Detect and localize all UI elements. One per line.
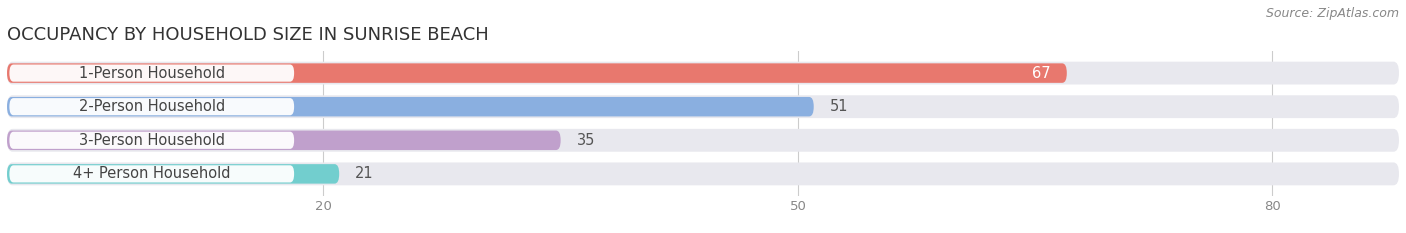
FancyBboxPatch shape — [7, 130, 561, 150]
FancyBboxPatch shape — [7, 164, 339, 184]
Text: 3-Person Household: 3-Person Household — [79, 133, 225, 148]
FancyBboxPatch shape — [7, 97, 814, 116]
FancyBboxPatch shape — [10, 65, 294, 82]
FancyBboxPatch shape — [7, 129, 1399, 152]
FancyBboxPatch shape — [7, 62, 1399, 85]
Text: 21: 21 — [354, 166, 374, 181]
Text: Source: ZipAtlas.com: Source: ZipAtlas.com — [1265, 7, 1399, 20]
FancyBboxPatch shape — [10, 132, 294, 149]
Text: 4+ Person Household: 4+ Person Household — [73, 166, 231, 181]
Text: 1-Person Household: 1-Person Household — [79, 66, 225, 81]
Text: 2-Person Household: 2-Person Household — [79, 99, 225, 114]
FancyBboxPatch shape — [7, 63, 1067, 83]
Text: 67: 67 — [1032, 66, 1052, 81]
FancyBboxPatch shape — [10, 98, 294, 115]
FancyBboxPatch shape — [10, 165, 294, 182]
FancyBboxPatch shape — [7, 95, 1399, 118]
Text: 35: 35 — [576, 133, 595, 148]
Text: OCCUPANCY BY HOUSEHOLD SIZE IN SUNRISE BEACH: OCCUPANCY BY HOUSEHOLD SIZE IN SUNRISE B… — [7, 26, 489, 44]
FancyBboxPatch shape — [7, 162, 1399, 185]
Text: 51: 51 — [830, 99, 848, 114]
